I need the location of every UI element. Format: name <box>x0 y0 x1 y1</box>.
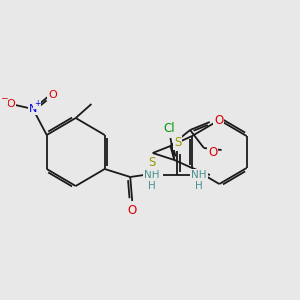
Text: H: H <box>148 181 156 191</box>
Text: −: − <box>0 94 7 103</box>
Text: O: O <box>208 146 218 160</box>
Text: O: O <box>214 113 223 127</box>
Text: NH: NH <box>144 170 160 180</box>
Text: S: S <box>148 157 155 169</box>
Text: H: H <box>195 181 203 191</box>
Text: NH: NH <box>191 170 207 180</box>
Text: O: O <box>128 203 137 217</box>
Text: S: S <box>174 136 181 148</box>
Text: +: + <box>34 98 40 107</box>
Text: O: O <box>6 99 15 109</box>
Text: Cl: Cl <box>164 122 175 134</box>
Text: O: O <box>48 90 57 100</box>
Text: N: N <box>29 104 37 114</box>
